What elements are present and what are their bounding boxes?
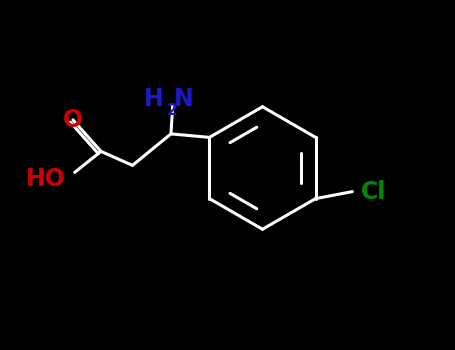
Text: Cl: Cl [361,180,386,204]
Text: H: H [144,87,164,111]
Text: N: N [174,87,193,111]
Text: 2: 2 [167,103,177,118]
Text: HO: HO [26,167,66,191]
Text: O: O [63,108,83,132]
